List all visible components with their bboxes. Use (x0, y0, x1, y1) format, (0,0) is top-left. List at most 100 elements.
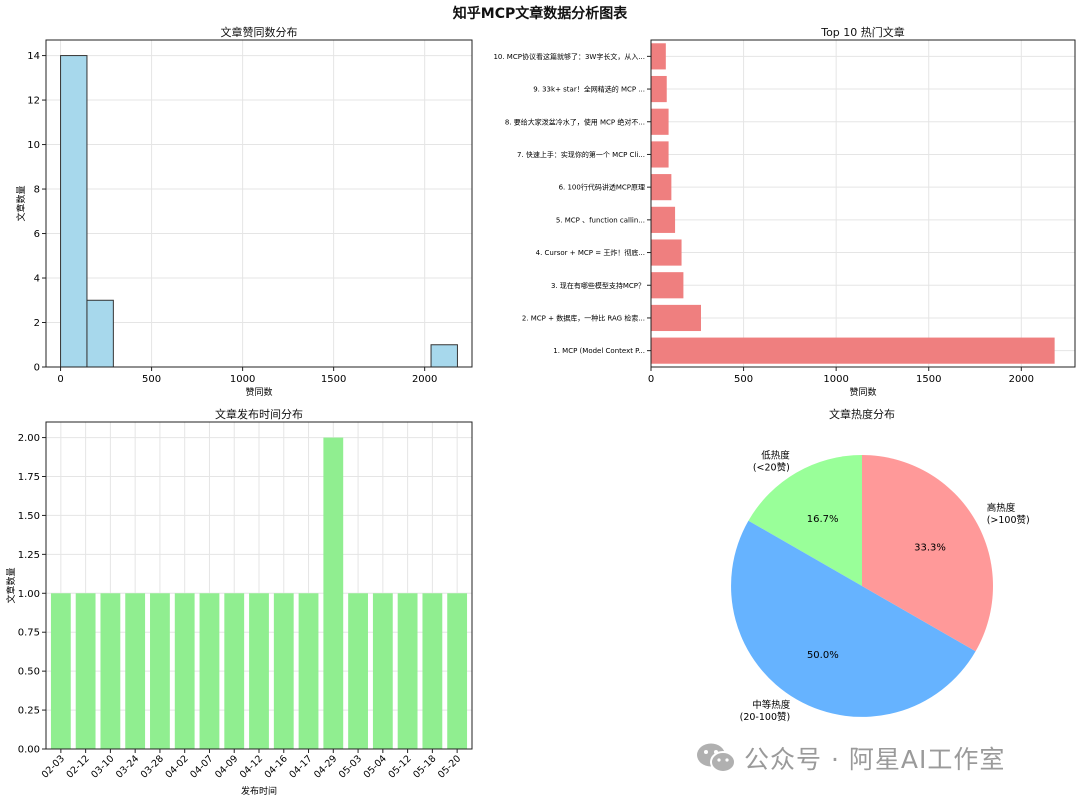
top10-category-label: 4. Cursor + MCP = 王炸！彻底... (536, 248, 645, 257)
time-bar (224, 593, 245, 749)
top10-xtick-label: 2000 (1009, 374, 1034, 385)
pie-slice (731, 520, 976, 717)
top10-category-label: 9. 33k+ star！全网精选的 MCP ... (533, 85, 645, 94)
time-xtick-label: 03-28 (139, 753, 166, 780)
hist-ytick-label: 6 (34, 229, 40, 240)
time-xtick-label: 04-02 (164, 753, 191, 780)
hist-xtick-label: 1000 (230, 374, 255, 385)
pie-pct-label: 50.0% (807, 650, 839, 661)
top10-axes-frame (650, 39, 1076, 368)
time-bar (372, 593, 393, 749)
hist-xtick-label: 1500 (321, 374, 346, 385)
histogram-title: 文章赞同数分布 (220, 26, 298, 39)
time-xtick-label: 05-12 (386, 753, 413, 780)
time-ytick-label: 0.25 (18, 706, 40, 717)
watermark: 公众号 · 阿星AI工作室 (696, 738, 1005, 778)
pie-title: 文章热度分布 (829, 408, 895, 421)
time-bar (199, 593, 220, 749)
top10-bar (651, 239, 682, 266)
hist-axes-frame (45, 39, 473, 368)
hist-ylabel: 文章数量 (15, 185, 27, 221)
time-xtick-label: 05-03 (337, 753, 364, 780)
time-ylabel: 文章数量 (5, 567, 17, 603)
time-ytick-label: 1.00 (18, 589, 40, 600)
time-bar (125, 593, 146, 749)
time-bar (174, 593, 195, 749)
time-ytick-label: 0.75 (18, 628, 40, 639)
time-bar (273, 593, 294, 749)
time-bar (249, 593, 269, 749)
time-bar (323, 437, 344, 749)
pie-slice-label: 低热度(<20赞) (753, 449, 790, 473)
time-xtick-label: 05-18 (411, 753, 438, 780)
time-xtick-label: 04-12 (238, 753, 265, 780)
top10-bar (651, 108, 669, 135)
hist-ytick-label: 8 (34, 185, 40, 196)
top10-title: Top 10 热门文章 (821, 26, 905, 39)
hist-bar (86, 299, 114, 368)
time-bar (150, 593, 170, 749)
hist-xtick-label: 2000 (412, 374, 437, 385)
time-xtick-label: 04-16 (263, 753, 290, 780)
time-ytick-label: 2.00 (18, 433, 40, 444)
top10-xlabel: 赞同数 (849, 386, 876, 398)
time-ytick-label: 1.75 (18, 472, 40, 483)
wechat-icon (697, 743, 736, 773)
hist-ytick-label: 12 (27, 96, 40, 107)
top10-category-label: 10. MCP协议看这篇就够了：3W字长文，从入... (493, 52, 645, 61)
time-xtick-label: 03-10 (89, 753, 116, 780)
top10-category-label: 6. 100行代码讲透MCP原理 (559, 183, 645, 192)
time-xtick-label: 02-03 (40, 753, 67, 780)
top10-bar (651, 174, 672, 201)
top10-xtick-label: 500 (734, 374, 753, 385)
pie-slice-label: 高热度(>100赞) (987, 502, 1030, 526)
top10-xtick-label: 1500 (916, 374, 941, 385)
pie-pct-label: 33.3% (914, 543, 946, 554)
time-bar (50, 593, 71, 749)
top10-bar (651, 304, 701, 332)
time-xtick-label: 03-24 (114, 753, 141, 780)
top10-bar (651, 43, 666, 70)
time-xtick-label: 05-20 (436, 753, 463, 780)
time-xtick-label: 04-09 (213, 753, 240, 780)
pie-pct-label: 16.7% (807, 514, 839, 525)
top10-category-label: 3. 现在有哪些模型支持MCP？ (551, 281, 645, 290)
time-bar (75, 593, 96, 749)
hist-xlabel: 赞同数 (245, 386, 272, 398)
time-xtick-label: 04-17 (287, 753, 314, 780)
time-bar (348, 593, 368, 749)
top10-category-label: 1. MCP (Model Context P... (553, 347, 645, 355)
hist-xtick-label: 0 (57, 374, 63, 385)
time-xtick-label: 04-29 (312, 753, 339, 780)
time-bar (100, 593, 121, 749)
top10-category-label: 2. MCP + 数据库，一种比 RAG 检索... (522, 313, 645, 322)
time-xtick-label: 05-04 (362, 753, 389, 780)
watermark-text: 公众号 · 阿星AI工作室 (744, 745, 1006, 774)
top10-bar (651, 141, 669, 168)
time-bar (447, 593, 468, 749)
timeline-title: 文章发布时间分布 (215, 408, 303, 421)
pie-slice (862, 455, 993, 652)
time-ytick-label: 1.50 (18, 511, 40, 522)
time-xtick-label: 04-07 (188, 753, 215, 780)
top10-bar (651, 337, 1055, 364)
top10-category-label: 8. 要给大家泼盆冷水了，使用 MCP 绝对不... (505, 117, 645, 126)
hist-ytick-label: 4 (34, 274, 40, 285)
pie-slice-label: 中等热度(20-100赞) (740, 699, 791, 723)
hist-ytick-label: 14 (27, 51, 40, 62)
top10-category-label: 5. MCP 、function callin... (556, 216, 645, 224)
figure-title: 知乎MCP文章数据分析图表 (452, 6, 628, 22)
top10-xtick-label: 1000 (823, 374, 848, 385)
hist-ytick-label: 2 (34, 318, 40, 329)
top10-bar (651, 206, 676, 233)
hist-ytick-label: 0 (34, 363, 40, 374)
hist-ytick-label: 10 (27, 140, 40, 151)
hist-bar (60, 55, 88, 368)
hist-xtick-label: 500 (142, 374, 161, 385)
time-ytick-label: 1.25 (18, 550, 40, 561)
top10-bar (651, 272, 684, 299)
top10-bar (651, 75, 667, 103)
hist-bar (430, 344, 458, 368)
pie-slice (748, 455, 862, 586)
